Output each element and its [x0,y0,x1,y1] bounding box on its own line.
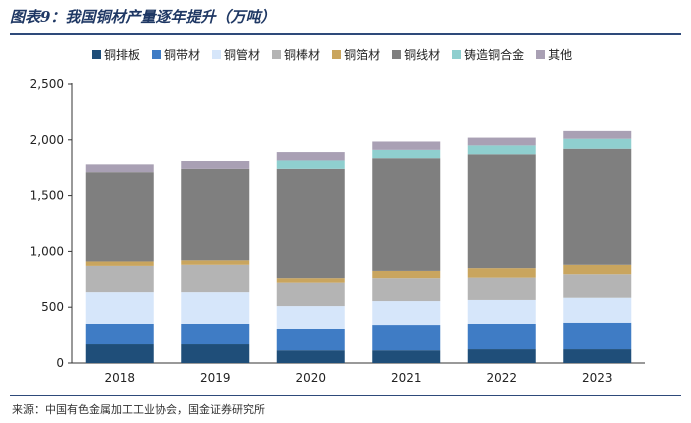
bar-segment [276,350,345,363]
bar-segment [85,261,154,266]
bar-segment [372,278,441,302]
y-tick-label: 500 [41,300,64,314]
bar-segment [372,270,441,279]
bar-segment [276,160,345,169]
bar-segment [563,130,632,139]
bar-segment [85,164,154,173]
x-tick-label: 2023 [582,371,613,385]
legend-item: 铜带材 [152,46,200,63]
bar-segment [563,297,632,323]
bar-segment [467,268,536,278]
x-tick-label: 2021 [391,371,422,385]
bar-segment [85,323,154,345]
y-tick-label: 2,000 [30,133,64,147]
bar-segment [563,148,632,265]
legend-swatch [92,50,101,59]
source-rule [10,395,681,396]
bar-segment [181,344,250,363]
bar-segment [276,328,345,351]
bar-segment [563,138,632,149]
stacked-bar-chart: 0 500 1,000 1,500 2,000 2,500 2018 2019 2020 2021… [30,77,645,385]
y-tick-label: 1,000 [30,244,64,258]
x-tick-label: 2019 [200,371,231,385]
source-note: 来源：中国有色金属加工工业协会，国金证券研究所 [12,403,265,416]
bar-segment [467,349,536,363]
legend-label: 铜箔材 [344,48,381,62]
legend-item: 铸造铜合金 [452,46,524,63]
bar-segment [467,154,536,269]
legend-swatch [332,50,342,59]
bar-segment [467,277,536,300]
legend-label: 铸造铜合金 [464,48,525,62]
bar-segment [276,282,345,307]
legend-swatch [392,50,402,59]
bar-segment [563,264,632,275]
x-tick-label: 2020 [295,371,326,385]
x-tick-label: 2022 [486,371,517,385]
bar-segment [563,349,632,363]
y-tick-label: 1,500 [30,189,64,203]
bar-segment [372,158,441,271]
bar-segment [85,265,154,293]
bar-segment [372,301,441,326]
bar-segment [467,145,536,155]
legend-label: 铜管材 [224,48,261,62]
bar-segment [85,292,154,324]
bar-segment [181,161,250,169]
bar-segment [276,168,345,279]
legend-swatch [272,50,282,59]
chart-title: 图表9：我国铜材产量逐年提升（万吨） [10,8,276,26]
bar-segment [372,149,441,159]
title-rule [10,33,681,35]
bar-segment [181,292,250,324]
bar-segment [372,141,441,150]
bar-segment [563,274,632,298]
y-tick-label: 2,500 [30,77,64,91]
legend-item: 铜线材 [392,46,440,63]
bar-segment [181,260,250,265]
bar-segment [181,168,250,261]
legend-item: 铜箔材 [332,46,380,63]
legend-swatch [212,50,222,59]
legend-label: 铜带材 [164,48,201,62]
bar-segment [85,172,154,262]
bar-segment [276,152,345,161]
bar-segment [467,137,536,146]
bar-segment [181,323,250,345]
x-tick-label: 2018 [104,371,135,385]
legend: 铜排板 铜带材 铜管材 铜棒材 铜箔材 铜线材 铸造铜合金 其他 [92,46,584,63]
bar-segment [467,323,536,350]
legend-label: 铜排板 [104,48,141,62]
bar-segment [276,306,345,329]
legend-item: 铜棒材 [272,46,320,63]
bar-segment [467,299,536,324]
legend-label: 铜棒材 [284,48,321,62]
bar-segment [276,278,345,283]
bar-segment [181,264,250,293]
bar-segment [563,322,632,350]
legend-swatch [152,50,162,59]
bar-segment [372,350,441,363]
y-tick-label: 0 [56,356,64,370]
legend-label: 其他 [548,48,573,62]
legend-item: 铜管材 [212,46,260,63]
legend-label: 铜线材 [404,48,441,62]
bar-segment [85,344,154,363]
bar-segment [372,325,441,351]
legend-item: 铜排板 [92,46,140,63]
legend-swatch [452,50,462,59]
legend-item: 其他 [536,46,572,63]
legend-swatch [536,50,546,59]
